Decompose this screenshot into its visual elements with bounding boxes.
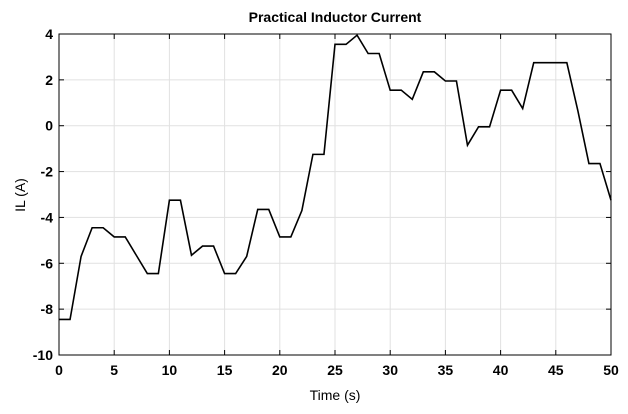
x-tick-label: 25 (327, 362, 343, 378)
x-tick-label: 5 (110, 362, 118, 378)
chart-title: Practical Inductor Current (249, 9, 422, 25)
y-axis-label: IL (A) (12, 178, 28, 212)
x-tick-label: 15 (217, 362, 233, 378)
x-tick-label: 40 (493, 362, 509, 378)
x-tick-label: 20 (272, 362, 288, 378)
y-tick-label: -6 (41, 255, 54, 271)
y-tick-labels: -10 -8 -6 -4 -2 0 2 4 (33, 26, 53, 363)
y-tick-label: 2 (45, 72, 53, 88)
y-tick-label: 4 (45, 26, 53, 42)
grid (58, 33, 612, 356)
y-tick-label: -2 (41, 164, 54, 180)
axis-ticks (58, 33, 612, 356)
x-tick-label: 45 (548, 362, 564, 378)
y-tick-label: -8 (41, 301, 54, 317)
x-tick-label: 0 (55, 362, 63, 378)
y-tick-label: -10 (33, 347, 53, 363)
x-tick-label: 10 (162, 362, 178, 378)
x-tick-labels: 0 5 10 15 20 25 30 35 40 45 50 (55, 362, 619, 378)
x-tick-label: 50 (603, 362, 619, 378)
x-tick-label: 35 (438, 362, 454, 378)
x-tick-label: 30 (382, 362, 398, 378)
y-tick-label: 0 (45, 118, 53, 134)
x-axis-label: Time (s) (310, 387, 361, 403)
data-line (59, 33, 612, 321)
y-tick-label: -4 (41, 209, 54, 225)
